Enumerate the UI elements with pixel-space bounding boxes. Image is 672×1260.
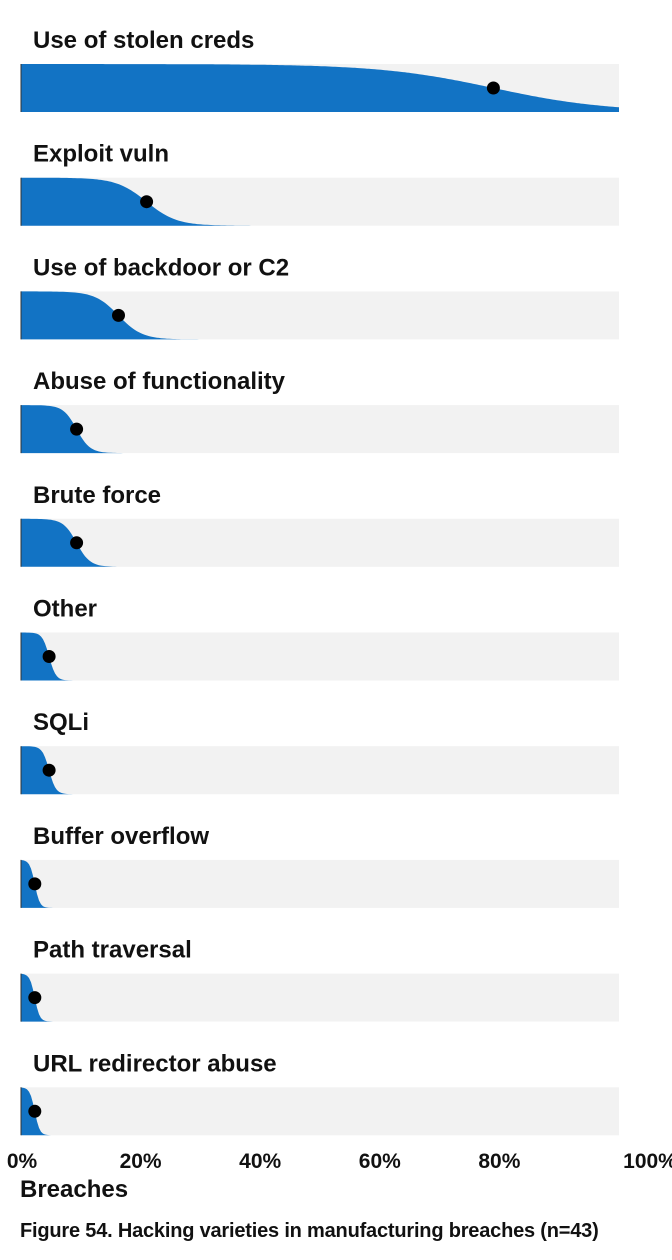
x-tick-label: 0% (7, 1150, 38, 1170)
band-track (21, 632, 619, 681)
category-label: Buffer overflow (33, 823, 209, 850)
category-label: Brute force (33, 482, 161, 509)
category-row: Other (20, 596, 619, 681)
point-estimate (28, 991, 42, 1005)
distribution-chart: Use of stolen creds Exploit vuln Use of ba… (7, 27, 672, 1170)
point-estimate (28, 877, 42, 891)
category-row: Path traversal (20, 937, 619, 1022)
category-label: Path traversal (33, 937, 192, 964)
point-estimate (140, 195, 154, 209)
x-tick-label: 80% (478, 1150, 520, 1170)
point-estimate (28, 1104, 42, 1118)
band-track (21, 1087, 619, 1136)
category-label: Exploit vuln (33, 141, 169, 168)
point-estimate (486, 81, 500, 95)
category-row: Brute force (20, 482, 619, 567)
category-row: URL redirector abuse (20, 1050, 619, 1136)
category-row: Exploit vuln (20, 141, 619, 226)
category-label: Other (33, 596, 97, 623)
category-label: Use of stolen creds (33, 27, 254, 54)
distribution-area (21, 64, 619, 112)
distribution-area (21, 518, 619, 567)
point-estimate (42, 650, 56, 663)
point-estimate (70, 536, 84, 550)
category-label: URL redirector abuse (33, 1050, 277, 1077)
figure-caption: Figure 54. Hacking varieties in manufact… (20, 1220, 599, 1242)
category-label: SQLi (33, 709, 89, 736)
band-track (21, 746, 619, 795)
category-row: Use of stolen creds (20, 27, 619, 112)
band-track (21, 405, 619, 454)
x-tick-label: 20% (120, 1150, 162, 1170)
x-tick-label: 40% (239, 1150, 281, 1170)
category-row: Abuse of functionality (20, 368, 619, 454)
category-label: Abuse of functionality (33, 368, 286, 395)
distribution-area (21, 291, 619, 340)
distribution-area (21, 405, 619, 454)
x-axis-title: Breaches (20, 1176, 129, 1203)
band-track (21, 518, 619, 567)
point-estimate (70, 422, 84, 436)
x-tick-label: 100% (623, 1150, 672, 1170)
band-track (21, 859, 619, 908)
point-estimate (42, 763, 56, 777)
category-row: Use of backdoor or C2 (20, 254, 619, 340)
category-label: Use of backdoor or C2 (33, 254, 289, 281)
point-estimate (112, 308, 125, 322)
category-row: SQLi (20, 709, 619, 795)
x-tick-label: 60% (359, 1150, 401, 1170)
band-track (21, 973, 619, 1022)
category-row: Buffer overflow (20, 823, 619, 908)
